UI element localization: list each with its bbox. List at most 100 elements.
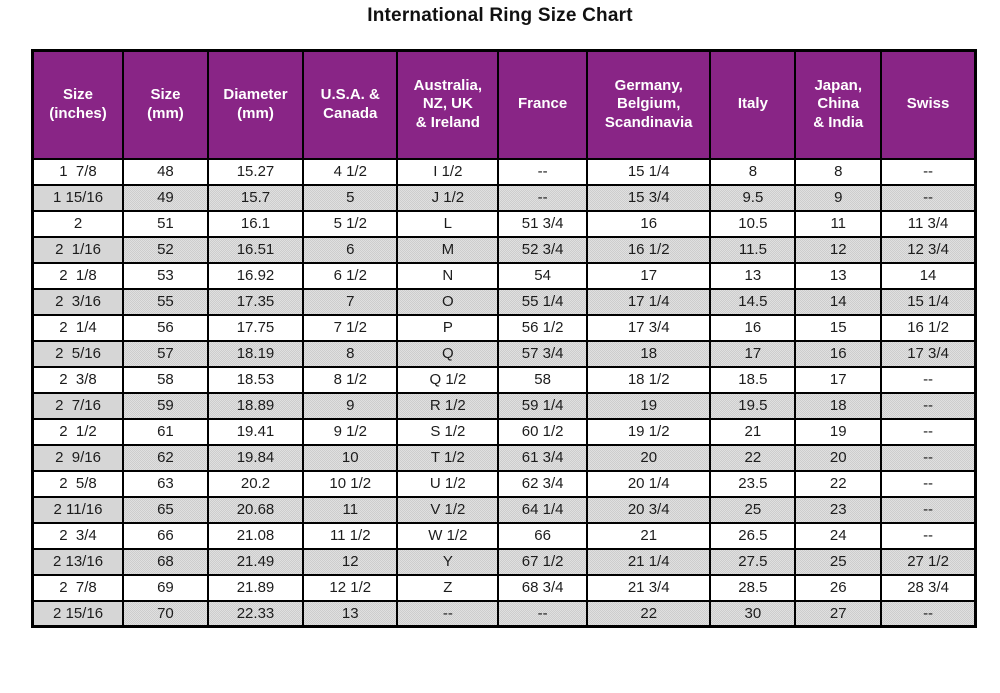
table-row: 2 7/8 69 21.89 12 1/2 Z 68 3/4 21 3/4 28.5 26 28 …	[31, 573, 977, 602]
table-cell: 51 3/4	[497, 209, 588, 238]
table-cell: 28.5	[709, 573, 797, 602]
table-cell: 66	[122, 521, 209, 550]
table-cell: 18	[794, 391, 883, 420]
table-cell: 16	[709, 313, 797, 342]
table-cell: O	[396, 287, 500, 316]
table-body: 1 7/8 48 15.27 4 1/2 I 1/2 -- 15 1/4 8 8 -- 1 15/1…	[31, 157, 977, 628]
table-cell: 20.2	[206, 469, 305, 498]
table-cell: 55 1/4	[497, 287, 588, 316]
table-row: 1 15/16 49 15.7 5 J 1/2 -- 15 3/4 9.5 9 --	[31, 183, 977, 212]
table-cell: 19	[794, 417, 883, 446]
table-cell: 11 3/4	[880, 209, 977, 238]
table-cell: 10.5	[709, 209, 797, 238]
table-cell: --	[396, 599, 500, 628]
table-cell: 21.08	[206, 521, 305, 550]
table-cell: 2 15/16	[31, 599, 125, 628]
table-cell: 9.5	[709, 183, 797, 212]
table-cell: --	[880, 183, 977, 212]
table-cell: 17.35	[206, 287, 305, 316]
table-cell: 2 7/16	[31, 391, 125, 420]
table-cell: 65	[122, 495, 209, 524]
table-cell: 56	[122, 313, 209, 342]
table-cell: 2 5/8	[31, 469, 125, 498]
table-cell: 6	[302, 235, 399, 264]
table-row: 2 1/2 61 19.41 9 1/2 S 1/2 60 1/2 19 1/2 21 19 --	[31, 417, 977, 446]
column-header: France	[497, 49, 588, 160]
table-cell: 10	[302, 443, 399, 472]
table-cell: 25	[709, 495, 797, 524]
table-cell: 26	[794, 573, 883, 602]
table-cell: 12	[302, 547, 399, 576]
column-header: Australia, NZ, UK & Ireland	[396, 49, 500, 160]
table-cell: 5 1/2	[302, 209, 399, 238]
table-row: 2 5/8 63 20.2 10 1/2 U 1/2 62 3/4 20 1/4 23.5 22…	[31, 469, 977, 498]
table-cell: 67 1/2	[497, 547, 588, 576]
table-cell: --	[497, 183, 588, 212]
table-cell: 18.5	[709, 365, 797, 394]
table-cell: 54	[497, 261, 588, 290]
table-cell: --	[880, 599, 977, 628]
table-cell: 22.33	[206, 599, 305, 628]
table-row: 2 1/16 52 16.51 6 M 52 3/4 16 1/2 11.5 12 12 3/4	[31, 235, 977, 264]
table-cell: 68 3/4	[497, 573, 588, 602]
table-cell: 11	[302, 495, 399, 524]
table-cell: 18.89	[206, 391, 305, 420]
table-cell: 11	[794, 209, 883, 238]
table-cell: U 1/2	[396, 469, 500, 498]
table-cell: 20.68	[206, 495, 305, 524]
table-cell: 55	[122, 287, 209, 316]
table-cell: 21	[709, 417, 797, 446]
table-cell: 7 1/2	[302, 313, 399, 342]
table-cell: 2 1/16	[31, 235, 125, 264]
column-header: Italy	[709, 49, 797, 160]
table-cell: 2 1/4	[31, 313, 125, 342]
table-cell: 18.53	[206, 365, 305, 394]
table-cell: 70	[122, 599, 209, 628]
table-cell: --	[880, 495, 977, 524]
table-cell: 21	[585, 521, 712, 550]
table-cell: 15 3/4	[585, 183, 712, 212]
table-cell: 58	[122, 365, 209, 394]
table-cell: 19	[585, 391, 712, 420]
table-cell: 2 1/2	[31, 417, 125, 446]
table-cell: 25	[794, 547, 883, 576]
table-cell: 2 11/16	[31, 495, 125, 524]
table-cell: 57 3/4	[497, 339, 588, 368]
table-cell: 8	[302, 339, 399, 368]
table-cell: 2 13/16	[31, 547, 125, 576]
table-cell: 68	[122, 547, 209, 576]
table-cell: --	[880, 365, 977, 394]
table-cell: 20 1/4	[585, 469, 712, 498]
table-cell: 59 1/4	[497, 391, 588, 420]
table-cell: 21.89	[206, 573, 305, 602]
table-cell: 4 1/2	[302, 157, 399, 186]
table-cell: 15 1/4	[880, 287, 977, 316]
table-cell: 16	[794, 339, 883, 368]
table-cell: 26.5	[709, 521, 797, 550]
table-cell: N	[396, 261, 500, 290]
table-cell: 9	[302, 391, 399, 420]
column-header: Germany, Belgium, Scandinavia	[585, 49, 712, 160]
table-cell: --	[880, 521, 977, 550]
table-cell: 17	[585, 261, 712, 290]
table-cell: R 1/2	[396, 391, 500, 420]
table-cell: S 1/2	[396, 417, 500, 446]
table-cell: 6 1/2	[302, 261, 399, 290]
table-cell: --	[880, 443, 977, 472]
table-row: 2 3/4 66 21.08 11 1/2 W 1/2 66 21 26.5 24 --	[31, 521, 977, 550]
table-cell: 19.41	[206, 417, 305, 446]
table-row: 2 3/16 55 17.35 7 O 55 1/4 17 1/4 14.5 14 15 1/4	[31, 287, 977, 316]
column-header: U.S.A. & Canada	[302, 49, 399, 160]
column-header: Size (inches)	[31, 49, 125, 160]
table-cell: 9 1/2	[302, 417, 399, 446]
table-cell: 19 1/2	[585, 417, 712, 446]
table-cell: 53	[122, 261, 209, 290]
table-cell: 5	[302, 183, 399, 212]
column-header: Japan, China & India	[794, 49, 883, 160]
table-cell: P	[396, 313, 500, 342]
table-cell: J 1/2	[396, 183, 500, 212]
table-cell: 51	[122, 209, 209, 238]
table-row: 2 9/16 62 19.84 10 T 1/2 61 3/4 20 22 20 --	[31, 443, 977, 472]
table-cell: 17 1/4	[585, 287, 712, 316]
table-row: 2 51 16.1 5 1/2 L 51 3/4 16 10.5 11 11 3/4	[31, 209, 977, 238]
